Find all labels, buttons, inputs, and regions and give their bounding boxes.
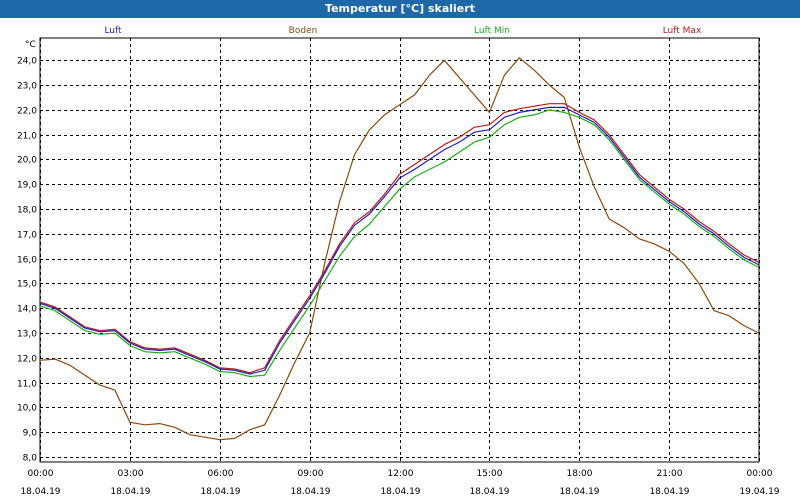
y-tick-label: 24,0 — [17, 57, 37, 67]
x-tick-time-label: 03:00 — [118, 469, 144, 479]
y-tick-label: 14,0 — [17, 305, 37, 315]
x-tick-time-label: 12:00 — [388, 469, 414, 479]
y-tick-label: 19,0 — [17, 181, 37, 191]
x-tick-time-label: 06:00 — [208, 469, 234, 479]
x-tick-date-label: 18.04.19 — [559, 487, 599, 497]
x-tick-time-label: 09:00 — [298, 469, 324, 479]
y-tick-label: 12,0 — [17, 355, 37, 365]
y-tick-label: 9,0 — [23, 429, 38, 439]
x-tick-date-label: 18.04.19 — [469, 487, 509, 497]
legend-entry: Luft — [104, 26, 122, 36]
x-tick-date-label: 18.04.19 — [649, 487, 689, 497]
y-tick-label: 10,0 — [17, 404, 37, 414]
series-line-boden — [39, 57, 760, 441]
y-axis-label: °C — [25, 40, 36, 50]
y-tick-label: 8,0 — [23, 454, 38, 464]
x-tick-date-label: 19.04.19 — [739, 487, 779, 497]
y-tick-label: 18,0 — [17, 206, 37, 216]
x-tick-time-label: 00:00 — [28, 469, 54, 479]
x-tick-time-label: 00:00 — [747, 469, 773, 479]
x-tick-time-label: 21:00 — [657, 469, 683, 479]
x-tick-date-label: 18.04.19 — [380, 487, 420, 497]
y-tick-label: 11,0 — [17, 380, 37, 390]
x-tick-date-label: 18.04.19 — [290, 487, 330, 497]
legend-entry: Luft Min — [474, 26, 510, 36]
y-tick-label: 20,0 — [17, 156, 37, 166]
y-tick-label: 17,0 — [17, 231, 37, 241]
x-tick-date-label: 18.04.19 — [110, 487, 150, 497]
y-tick-label: 15,0 — [17, 280, 37, 290]
y-tick-label: 23,0 — [17, 82, 37, 92]
y-tick-label: 16,0 — [17, 256, 37, 266]
plot-area — [39, 37, 760, 463]
x-tick-date-label: 18.04.19 — [200, 487, 240, 497]
legend-entry: Luft Max — [663, 26, 702, 36]
y-tick-label: 13,0 — [17, 330, 37, 340]
x-tick-time-label: 18:00 — [567, 469, 593, 479]
series-line-luft-max — [39, 103, 760, 374]
y-tick-label: 21,0 — [17, 132, 37, 142]
x-tick-date-label: 18.04.19 — [20, 487, 60, 497]
series-line-luft — [39, 106, 760, 375]
legend-entry: Boden — [289, 26, 318, 36]
chart-title: Temperatur [°C] skaliert — [0, 0, 800, 18]
y-tick-label: 22,0 — [17, 107, 37, 117]
x-tick-time-label: 15:00 — [477, 469, 503, 479]
temperature-chart: 8,0 9,0 10,0 11,0 12,0 13,0 14,0 15,0 16,0 17,0 18… — [17, 26, 780, 497]
series-line-luft-min — [39, 109, 760, 378]
